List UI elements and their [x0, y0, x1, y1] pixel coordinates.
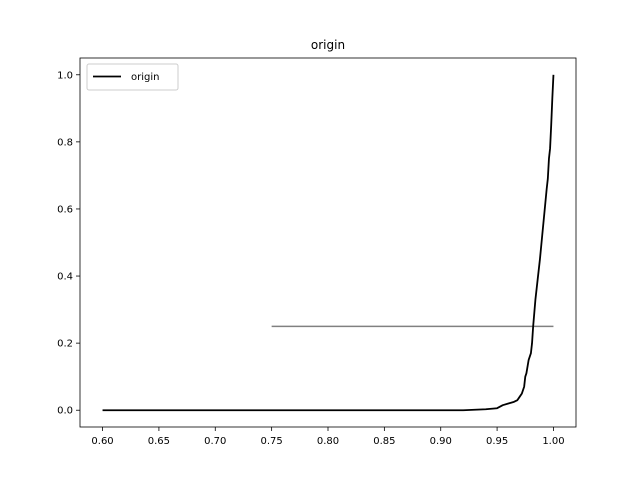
y-tick-label: 0.6 — [57, 204, 73, 215]
x-tick-label: 0.65 — [148, 436, 170, 447]
x-tick-label: 1.00 — [542, 436, 564, 447]
legend: origin — [86, 63, 179, 91]
y-tick-label: 0.8 — [57, 137, 73, 148]
y-tick-label: 1.0 — [57, 70, 73, 81]
y-tick-label: 0.4 — [57, 272, 73, 283]
y-tick-label: 0.2 — [57, 339, 73, 350]
chart-title: origin — [311, 38, 345, 52]
legend-box — [86, 63, 179, 91]
legend-label-origin: origin — [131, 72, 159, 83]
x-tick-label: 0.95 — [486, 436, 508, 447]
series-line-origin — [102, 74, 555, 412]
y-tick-label: 0.0 — [57, 406, 73, 417]
x-tick-label: 0.60 — [91, 436, 113, 447]
axes-frame — [79, 57, 577, 428]
x-tick-label: 0.70 — [204, 436, 226, 447]
axes: 0.60 0.65 0.70 0.75 0.80 0.85 0.90 0.95 1.00 0.0 0… — [57, 57, 577, 447]
x-tick-label: 0.80 — [317, 436, 339, 447]
x-tick-label: 0.90 — [430, 436, 452, 447]
plot-area — [102, 74, 555, 412]
x-tick-label: 0.75 — [261, 436, 283, 447]
x-tick-label: 0.85 — [373, 436, 395, 447]
